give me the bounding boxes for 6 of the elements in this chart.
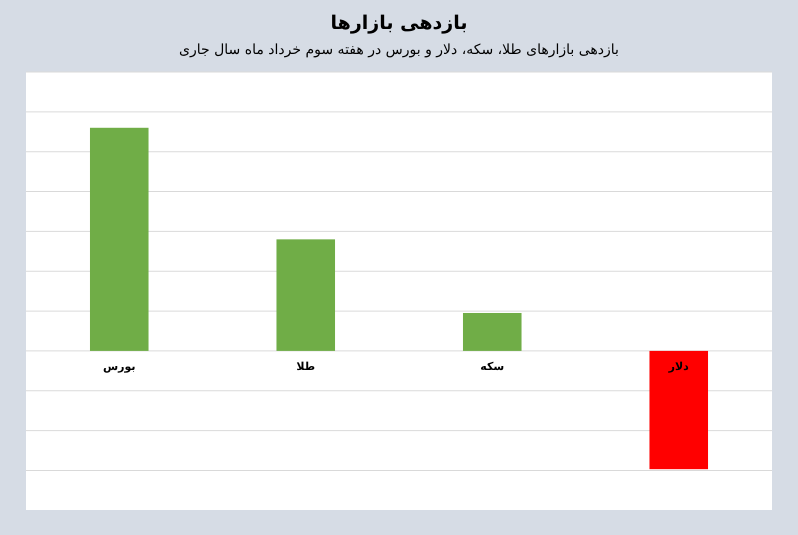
x-tick-label: سکه [480,360,504,373]
x-tick-label: طلا [296,360,316,373]
x-tick-label: دلار [668,360,690,373]
x-tick-label: بورس [102,360,136,373]
chart-subtitle: بازدهی بازارهای طلا، سکه، دلار و بورس در هفته سوم خرداد ماه سال جاری [179,42,619,58]
chart-title: بازدهی بازارها [330,12,468,34]
